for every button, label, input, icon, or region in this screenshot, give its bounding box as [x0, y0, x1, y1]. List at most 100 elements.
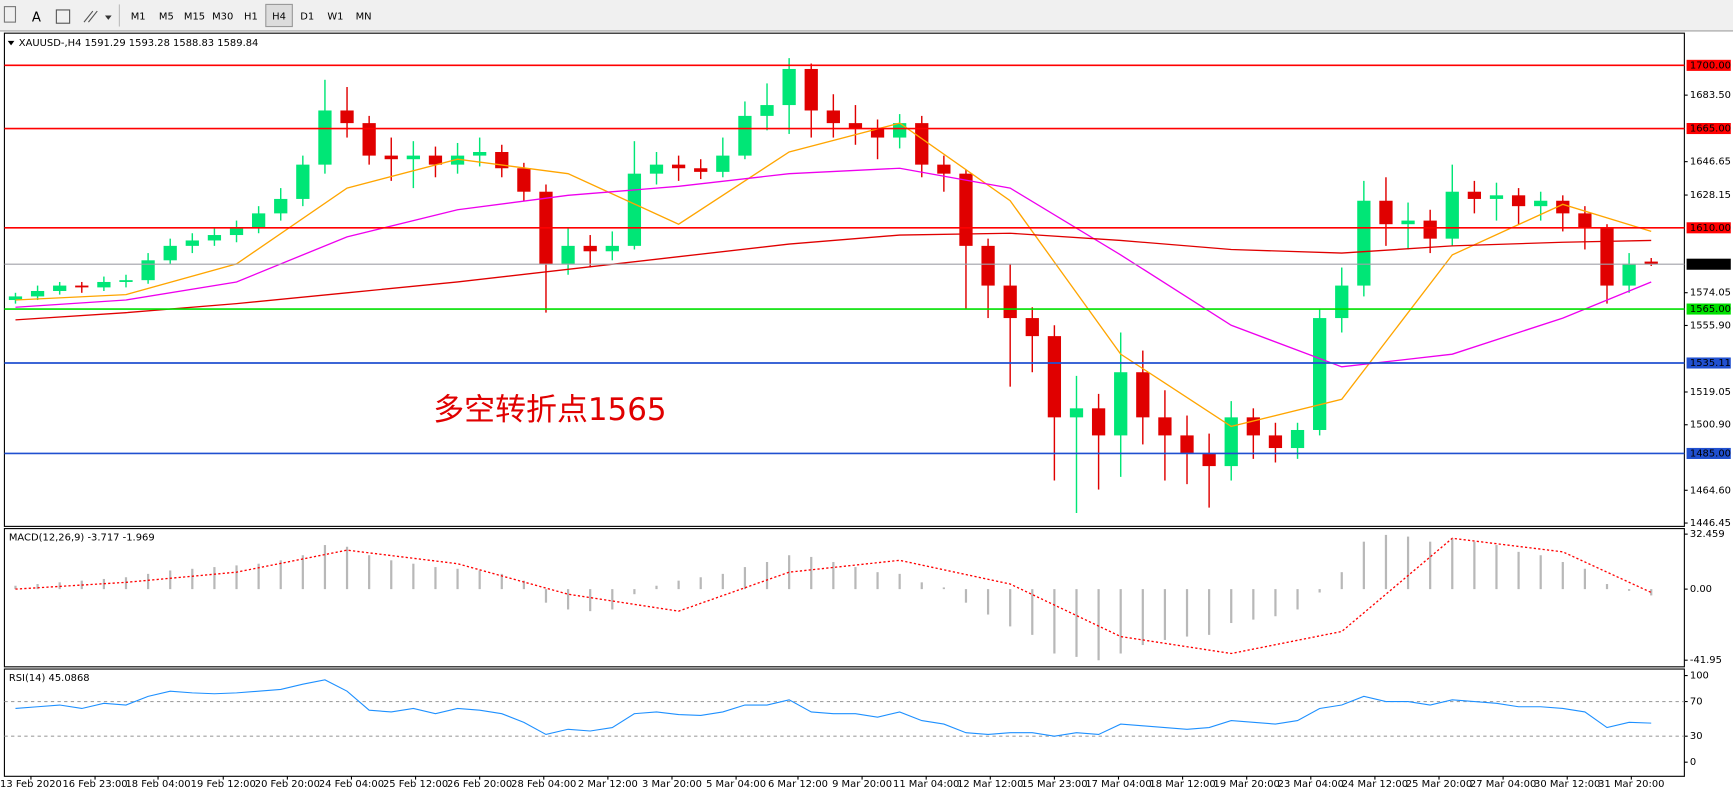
candle-body: [1578, 213, 1592, 228]
histogram-bar: [169, 570, 172, 590]
level-label-box: [1686, 59, 1731, 71]
overlay-line: [15, 122, 1652, 428]
histogram-bar: [257, 563, 260, 590]
candle-body: [870, 128, 885, 138]
x-tick-label: 16 Feb 23:00: [62, 779, 127, 790]
timeframe-button[interactable]: D1: [300, 12, 314, 23]
overlay-line: [15, 537, 1652, 655]
histogram-bar: [390, 560, 393, 590]
candle-body: [1423, 220, 1437, 239]
histogram-bar: [876, 572, 879, 590]
candle-body: [1511, 195, 1526, 207]
candle-body: [1003, 285, 1017, 319]
histogram-bar: [611, 589, 614, 610]
x-tick-label: 2 Mar 12:00: [578, 779, 638, 790]
y-tick-label: 1446.45: [1690, 518, 1731, 529]
candle-body: [826, 110, 840, 124]
candle-body: [119, 280, 133, 282]
histogram-bar: [566, 589, 570, 610]
candle-body: [207, 235, 222, 241]
candle-body: [1556, 200, 1570, 214]
rsi-panel: [3, 668, 1685, 777]
y-tick-label: 1683.50: [1690, 90, 1731, 101]
candle-body: [1622, 263, 1636, 286]
crosshair-icon[interactable]: [3, 6, 17, 23]
candle-body: [1335, 285, 1349, 319]
histogram-bar: [1362, 541, 1365, 590]
candle-body: [229, 227, 244, 236]
x-tick-label: 30 Mar 12:00: [1534, 779, 1600, 790]
x-tick-label: 24 Mar 12:00: [1342, 779, 1408, 790]
histogram-bar: [1583, 568, 1587, 590]
y-tick-label: 70: [1690, 697, 1703, 708]
histogram-bar: [1605, 584, 1609, 590]
histogram-bar: [1650, 589, 1653, 596]
timeframe-button[interactable]: MN: [356, 12, 372, 23]
histogram-bar: [765, 562, 769, 590]
level-label-box: [1686, 303, 1731, 315]
shapes-tool[interactable]: [83, 10, 98, 23]
histogram-bar: [898, 573, 901, 590]
candle-body: [716, 155, 730, 172]
candle-body: [1180, 435, 1194, 454]
timeframe-button[interactable]: M1: [131, 12, 146, 23]
y-tick-label: 1519.05: [1690, 387, 1731, 398]
x-tick-label: 3 Mar 20:00: [642, 779, 702, 790]
annotation: 多空转折点1565: [433, 392, 666, 428]
timeframe-button[interactable]: H1: [244, 12, 258, 23]
histogram-bar: [279, 560, 282, 590]
timeframe-button[interactable]: W1: [327, 12, 343, 23]
x-tick-label: 24 Feb 04:00: [319, 779, 384, 790]
histogram-bar: [412, 563, 415, 590]
candle-body: [97, 281, 111, 288]
histogram-bar: [368, 555, 371, 590]
candle-body: [1534, 200, 1548, 207]
histogram-bar: [1495, 545, 1498, 590]
dropdown-arrow[interactable]: [104, 15, 112, 20]
timeframe-button[interactable]: M30: [212, 12, 233, 23]
histogram-bar: [1163, 589, 1167, 640]
candle-body: [605, 245, 619, 252]
candle-body: [384, 155, 398, 160]
macd-panel: [3, 528, 1685, 668]
text-tool[interactable]: A: [32, 11, 41, 26]
x-tick-label: 25 Feb 12:00: [383, 779, 448, 790]
panel-title: XAUUSD-,H4 1591.29 1593.28 1588.83 1589.…: [19, 38, 259, 49]
x-tick-label: 6 Mar 12:00: [768, 779, 828, 790]
candle-body: [804, 68, 818, 111]
x-tick-label: 17 Mar 04:00: [1085, 779, 1151, 790]
level-label: 1535.11: [1690, 358, 1731, 369]
timeframe-button[interactable]: M5: [159, 12, 174, 23]
y-tick-label: 1500.90: [1690, 420, 1731, 431]
histogram-bar: [1274, 589, 1277, 617]
candle-body: [406, 155, 420, 160]
histogram-bar: [1141, 589, 1144, 646]
histogram-bar: [1075, 589, 1078, 657]
candle-body: [1069, 408, 1084, 418]
candle-body: [1114, 372, 1128, 436]
timeframe-button[interactable]: M15: [184, 12, 205, 23]
level-label: 1565.00: [1690, 304, 1731, 315]
histogram-bar: [191, 568, 194, 590]
histogram-bar: [1406, 536, 1410, 590]
candle-body: [1202, 453, 1216, 467]
x-tick-label: 28 Feb 04:00: [511, 779, 576, 790]
candle-body: [141, 260, 155, 281]
active-button[interactable]: [265, 3, 293, 28]
level-label: 1485.00: [1690, 448, 1731, 459]
symbol-arrow: [7, 40, 15, 46]
candle-body: [517, 168, 531, 192]
histogram-bar: [788, 555, 791, 590]
histogram-bar: [1208, 589, 1211, 635]
label-tool[interactable]: [55, 9, 71, 24]
indicator-line: [15, 679, 1652, 737]
timeframe-button[interactable]: H4: [272, 12, 286, 23]
histogram-bar: [36, 584, 39, 590]
candle-body: [1313, 318, 1327, 430]
histogram-bar: [1097, 589, 1100, 661]
histogram-bar: [655, 585, 658, 590]
histogram-bar: [456, 568, 459, 590]
candle-body: [163, 245, 177, 261]
histogram-bar: [699, 577, 702, 590]
